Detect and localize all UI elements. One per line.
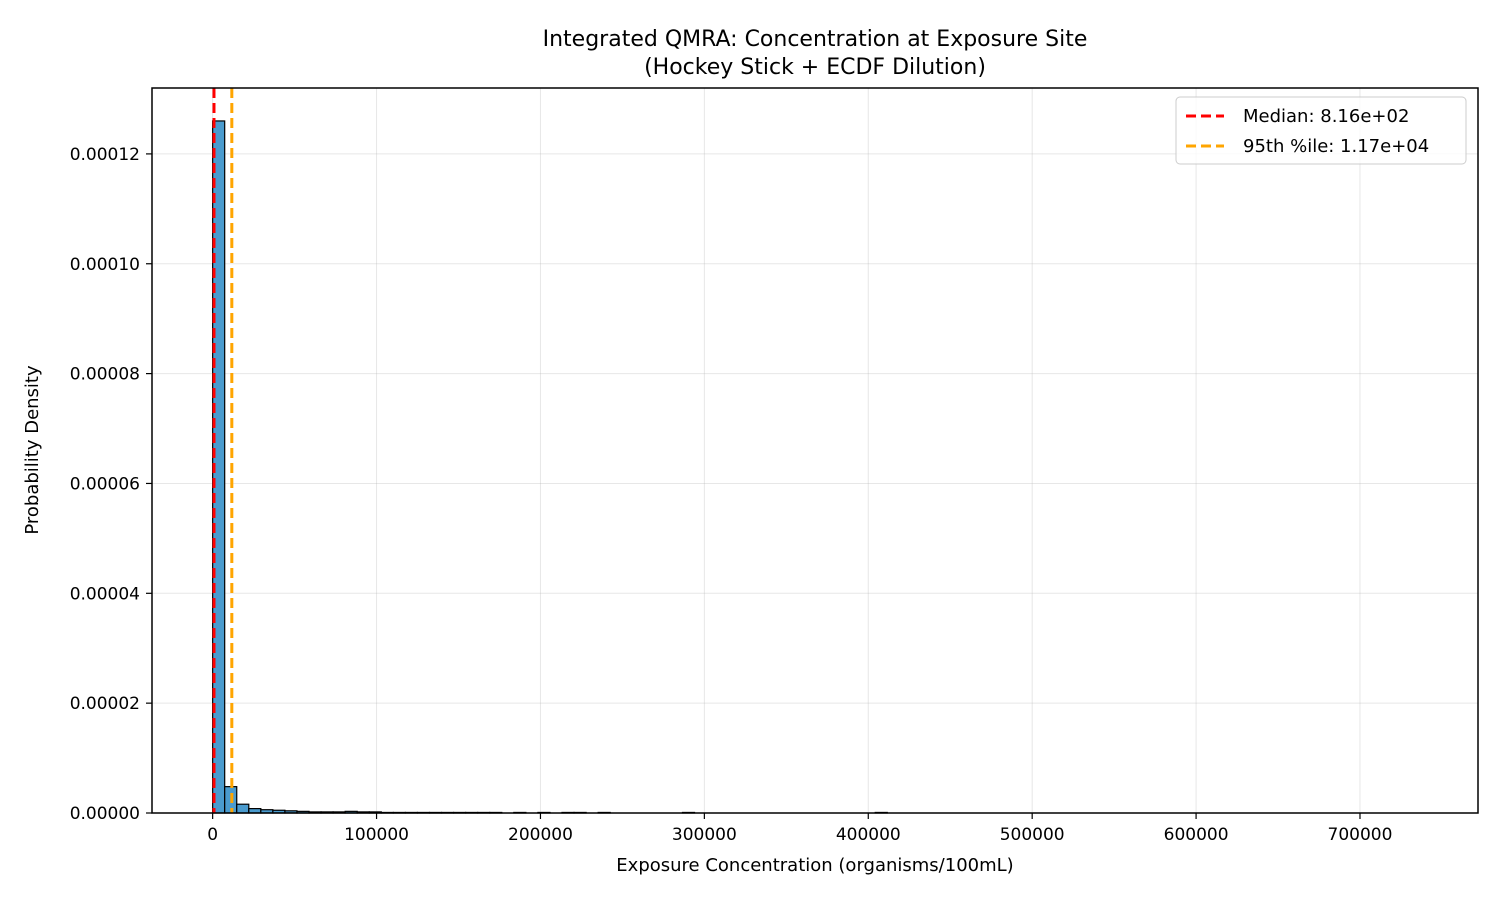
chart-title-line-2: (Hockey Stick + ECDF Dilution) — [644, 55, 986, 80]
y-axis-ticks: 0.00000 0.00002 0.00004 0.00006 0.00008 0.000… — [70, 145, 152, 824]
y-tick-label: 0.00008 — [70, 365, 140, 385]
x-tick-label: 500000 — [1000, 825, 1065, 845]
reference-lines — [212, 88, 234, 813]
legend-box — [1175, 96, 1467, 165]
histogram-bar — [236, 803, 250, 814]
x-tick-label: 700000 — [1328, 825, 1393, 845]
y-tick-label: 0.00010 — [70, 255, 140, 275]
y-axis-label: Probability Density — [22, 365, 43, 535]
x-tick-label: 100000 — [344, 825, 409, 845]
x-tick-label: 200000 — [508, 825, 573, 845]
x-tick-label: 600000 — [1164, 825, 1229, 845]
y-tick-label: 0.00002 — [70, 694, 140, 714]
x-axis-label: Exposure Concentration (organisms/100mL) — [616, 855, 1013, 876]
x-axis-ticks: 0 100000 200000 300000 400000 500000 600000 700… — [207, 813, 1392, 845]
y-tick-label: 0.00012 — [70, 145, 140, 165]
y-tick-label: 0.00006 — [70, 474, 140, 494]
chart-title-line-1: Integrated QMRA: Concentration at Exposu… — [543, 27, 1088, 52]
x-tick-label: 300000 — [672, 825, 737, 845]
legend: Median: 8.16e+02 95th %ile: 1.17e+04 — [1175, 96, 1467, 165]
legend-label-95th-percentile: 95th %ile: 1.17e+04 — [1243, 136, 1429, 157]
x-tick-label: 400000 — [836, 825, 901, 845]
y-tick-label: 0.00004 — [70, 584, 140, 604]
plot-frame — [151, 87, 1479, 814]
y-tick-label: 0.00000 — [70, 804, 140, 824]
legend-label-median: Median: 8.16e+02 — [1243, 106, 1409, 127]
x-tick-label: 0 — [207, 825, 218, 845]
